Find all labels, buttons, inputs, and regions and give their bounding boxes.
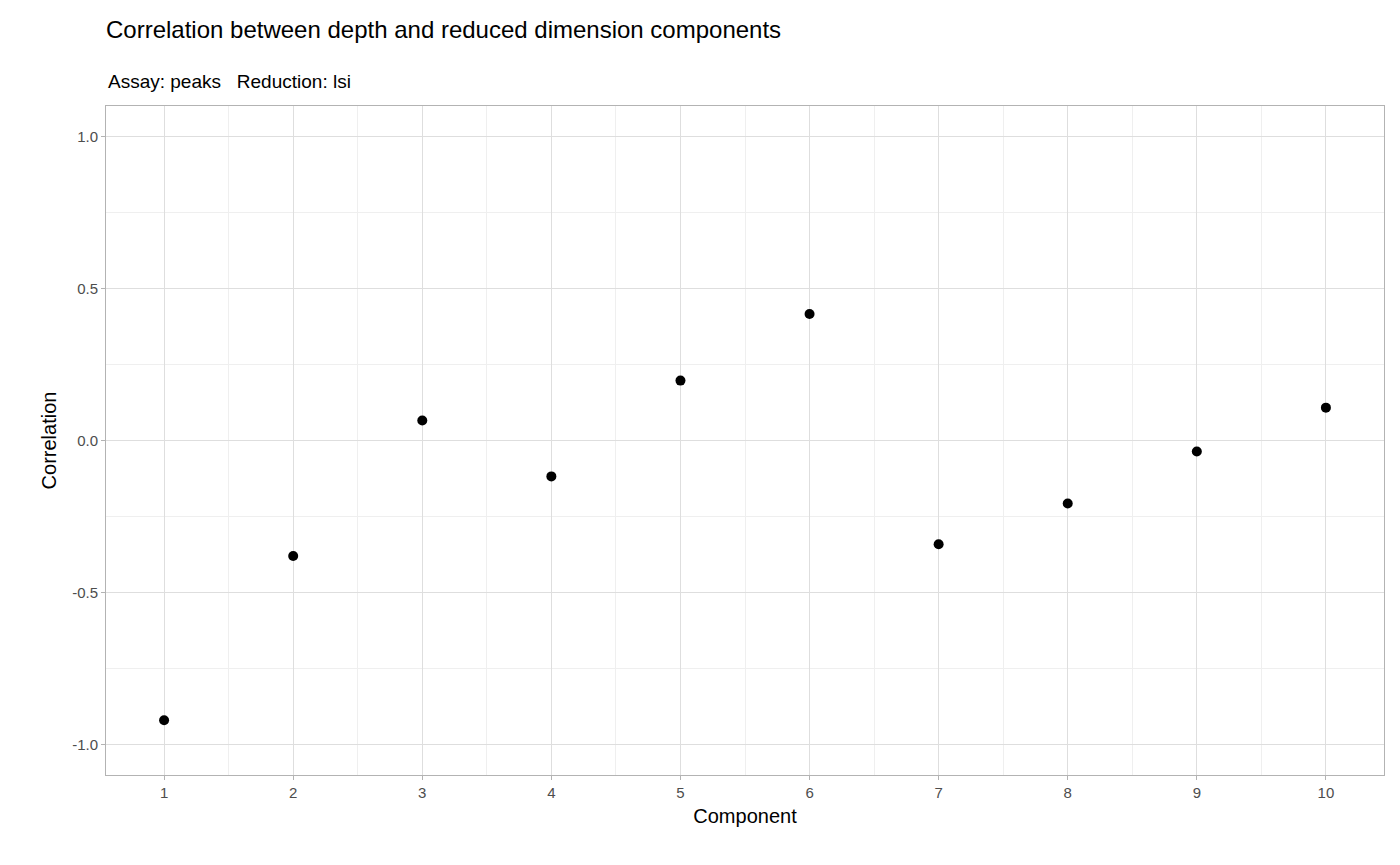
svg-text:3: 3 — [418, 784, 426, 801]
svg-text:Correlation between depth and: Correlation between depth and reduced di… — [106, 16, 781, 43]
svg-text:0.5: 0.5 — [77, 280, 98, 297]
svg-text:-1.0: -1.0 — [72, 736, 98, 753]
svg-text:7: 7 — [934, 784, 942, 801]
svg-text:8: 8 — [1064, 784, 1072, 801]
svg-text:1.0: 1.0 — [77, 128, 98, 145]
svg-text:0.0: 0.0 — [77, 432, 98, 449]
svg-text:Correlation: Correlation — [38, 392, 60, 490]
svg-text:1: 1 — [160, 784, 168, 801]
svg-text:9: 9 — [1193, 784, 1201, 801]
svg-text:2: 2 — [289, 784, 297, 801]
svg-text:10: 10 — [1318, 784, 1335, 801]
svg-text:4: 4 — [547, 784, 555, 801]
svg-text:Component: Component — [693, 805, 797, 827]
svg-text:5: 5 — [676, 784, 684, 801]
svg-text:6: 6 — [805, 784, 813, 801]
svg-text:Assay: peaks Reduction: lsi: Assay: peaks Reduction: lsi — [108, 71, 351, 92]
svg-text:-0.5: -0.5 — [72, 584, 98, 601]
